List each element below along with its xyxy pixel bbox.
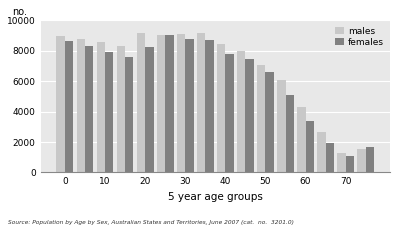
Bar: [317, 132, 326, 173]
Bar: [197, 33, 205, 173]
Bar: [205, 40, 214, 173]
Bar: [105, 52, 114, 173]
Bar: [285, 95, 294, 173]
Bar: [96, 42, 105, 173]
Bar: [257, 64, 266, 173]
Bar: [157, 35, 165, 173]
Bar: [277, 80, 285, 173]
Bar: [266, 72, 274, 173]
Bar: [185, 39, 194, 173]
Bar: [177, 34, 185, 173]
Bar: [346, 156, 354, 173]
Bar: [326, 143, 334, 173]
Bar: [165, 35, 173, 173]
Bar: [366, 147, 374, 173]
Bar: [77, 39, 85, 173]
Bar: [65, 41, 73, 173]
Bar: [137, 33, 145, 173]
Legend: males, females: males, females: [333, 25, 385, 48]
Bar: [217, 44, 225, 173]
Bar: [85, 46, 93, 173]
Bar: [245, 59, 254, 173]
Bar: [145, 47, 154, 173]
Bar: [297, 107, 306, 173]
Text: Source: Population by Age by Sex, Australian States and Territories, June 2007 (: Source: Population by Age by Sex, Austra…: [8, 220, 294, 225]
Bar: [125, 57, 133, 173]
Bar: [56, 36, 65, 173]
Bar: [306, 121, 314, 173]
Bar: [225, 54, 234, 173]
Bar: [237, 51, 245, 173]
Text: no.: no.: [13, 7, 28, 17]
Bar: [357, 149, 366, 173]
Bar: [337, 153, 346, 173]
Bar: [117, 46, 125, 173]
X-axis label: 5 year age groups: 5 year age groups: [168, 192, 263, 202]
